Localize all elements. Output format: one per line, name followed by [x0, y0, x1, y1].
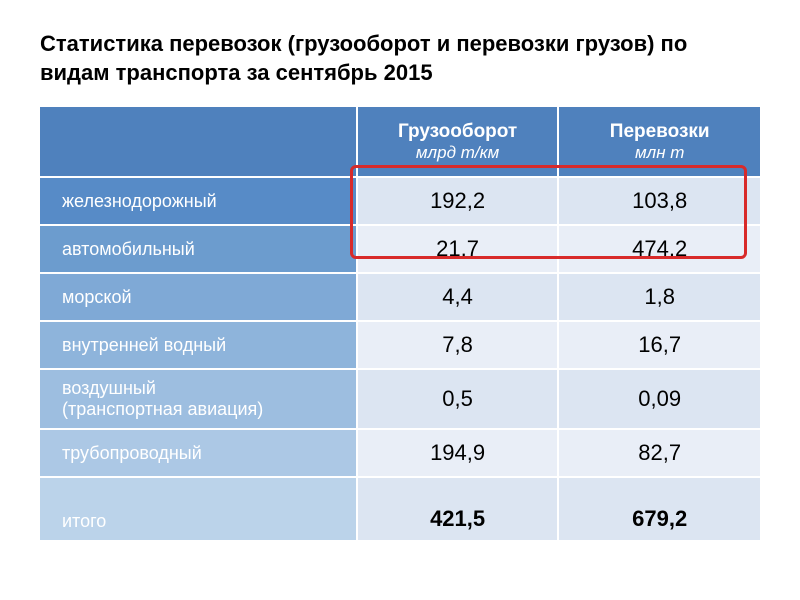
table-wrap: Грузооборот млрд т/км Перевозки млн т же… — [40, 107, 760, 542]
row-val-1: 21,7 — [357, 225, 559, 273]
row-val-2: 16,7 — [558, 321, 760, 369]
table-row: внутренней водный 7,8 16,7 — [40, 321, 760, 369]
row-label: трубопроводный — [40, 429, 357, 477]
total-row: итого 421,5 679,2 — [40, 477, 760, 541]
table-row: трубопроводный 194,9 82,7 — [40, 429, 760, 477]
page-title: Статистика перевозок (грузооборот и пере… — [40, 30, 760, 87]
header-col-2: Перевозки млн т — [558, 107, 760, 177]
row-label: морской — [40, 273, 357, 321]
row-label: железнодорожный — [40, 177, 357, 225]
header-empty — [40, 107, 357, 177]
total-val-2: 679,2 — [558, 477, 760, 541]
col2-sub: млн т — [559, 143, 760, 163]
total-label: итого — [40, 477, 357, 541]
table-row: морской 4,4 1,8 — [40, 273, 760, 321]
row-val-1: 192,2 — [357, 177, 559, 225]
col1-title: Грузооборот — [358, 121, 558, 143]
col1-sub: млрд т/км — [358, 143, 558, 163]
row-val-1: 0,5 — [357, 369, 559, 429]
row-val-1: 7,8 — [357, 321, 559, 369]
row-val-1: 194,9 — [357, 429, 559, 477]
row-val-2: 0,09 — [558, 369, 760, 429]
col2-title: Перевозки — [559, 121, 760, 143]
stats-table: Грузооборот млрд т/км Перевозки млн т же… — [40, 107, 760, 542]
table-row: железнодорожный 192,2 103,8 — [40, 177, 760, 225]
table-row: автомобильный 21,7 474,2 — [40, 225, 760, 273]
row-val-2: 82,7 — [558, 429, 760, 477]
row-label: воздушный(транспортная авиация) — [40, 369, 357, 429]
row-val-2: 474,2 — [558, 225, 760, 273]
header-row: Грузооборот млрд т/км Перевозки млн т — [40, 107, 760, 177]
row-label: автомобильный — [40, 225, 357, 273]
row-val-2: 103,8 — [558, 177, 760, 225]
row-label: внутренней водный — [40, 321, 357, 369]
total-val-1: 421,5 — [357, 477, 559, 541]
row-val-2: 1,8 — [558, 273, 760, 321]
row-val-1: 4,4 — [357, 273, 559, 321]
header-col-1: Грузооборот млрд т/км — [357, 107, 559, 177]
table-row: воздушный(транспортная авиация) 0,5 0,09 — [40, 369, 760, 429]
